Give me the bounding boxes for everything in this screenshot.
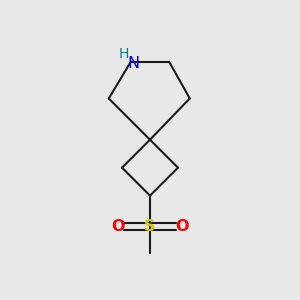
- Text: S: S: [144, 219, 156, 234]
- Text: O: O: [111, 219, 124, 234]
- Text: O: O: [176, 219, 189, 234]
- Text: N: N: [127, 56, 139, 70]
- Text: H: H: [118, 47, 129, 61]
